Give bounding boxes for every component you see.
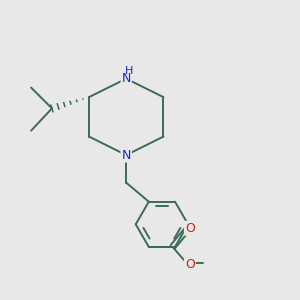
Text: O: O [185, 258, 195, 271]
Text: H: H [124, 66, 133, 76]
Text: N: N [122, 72, 131, 85]
Text: N: N [122, 148, 131, 162]
Text: O: O [185, 222, 195, 235]
